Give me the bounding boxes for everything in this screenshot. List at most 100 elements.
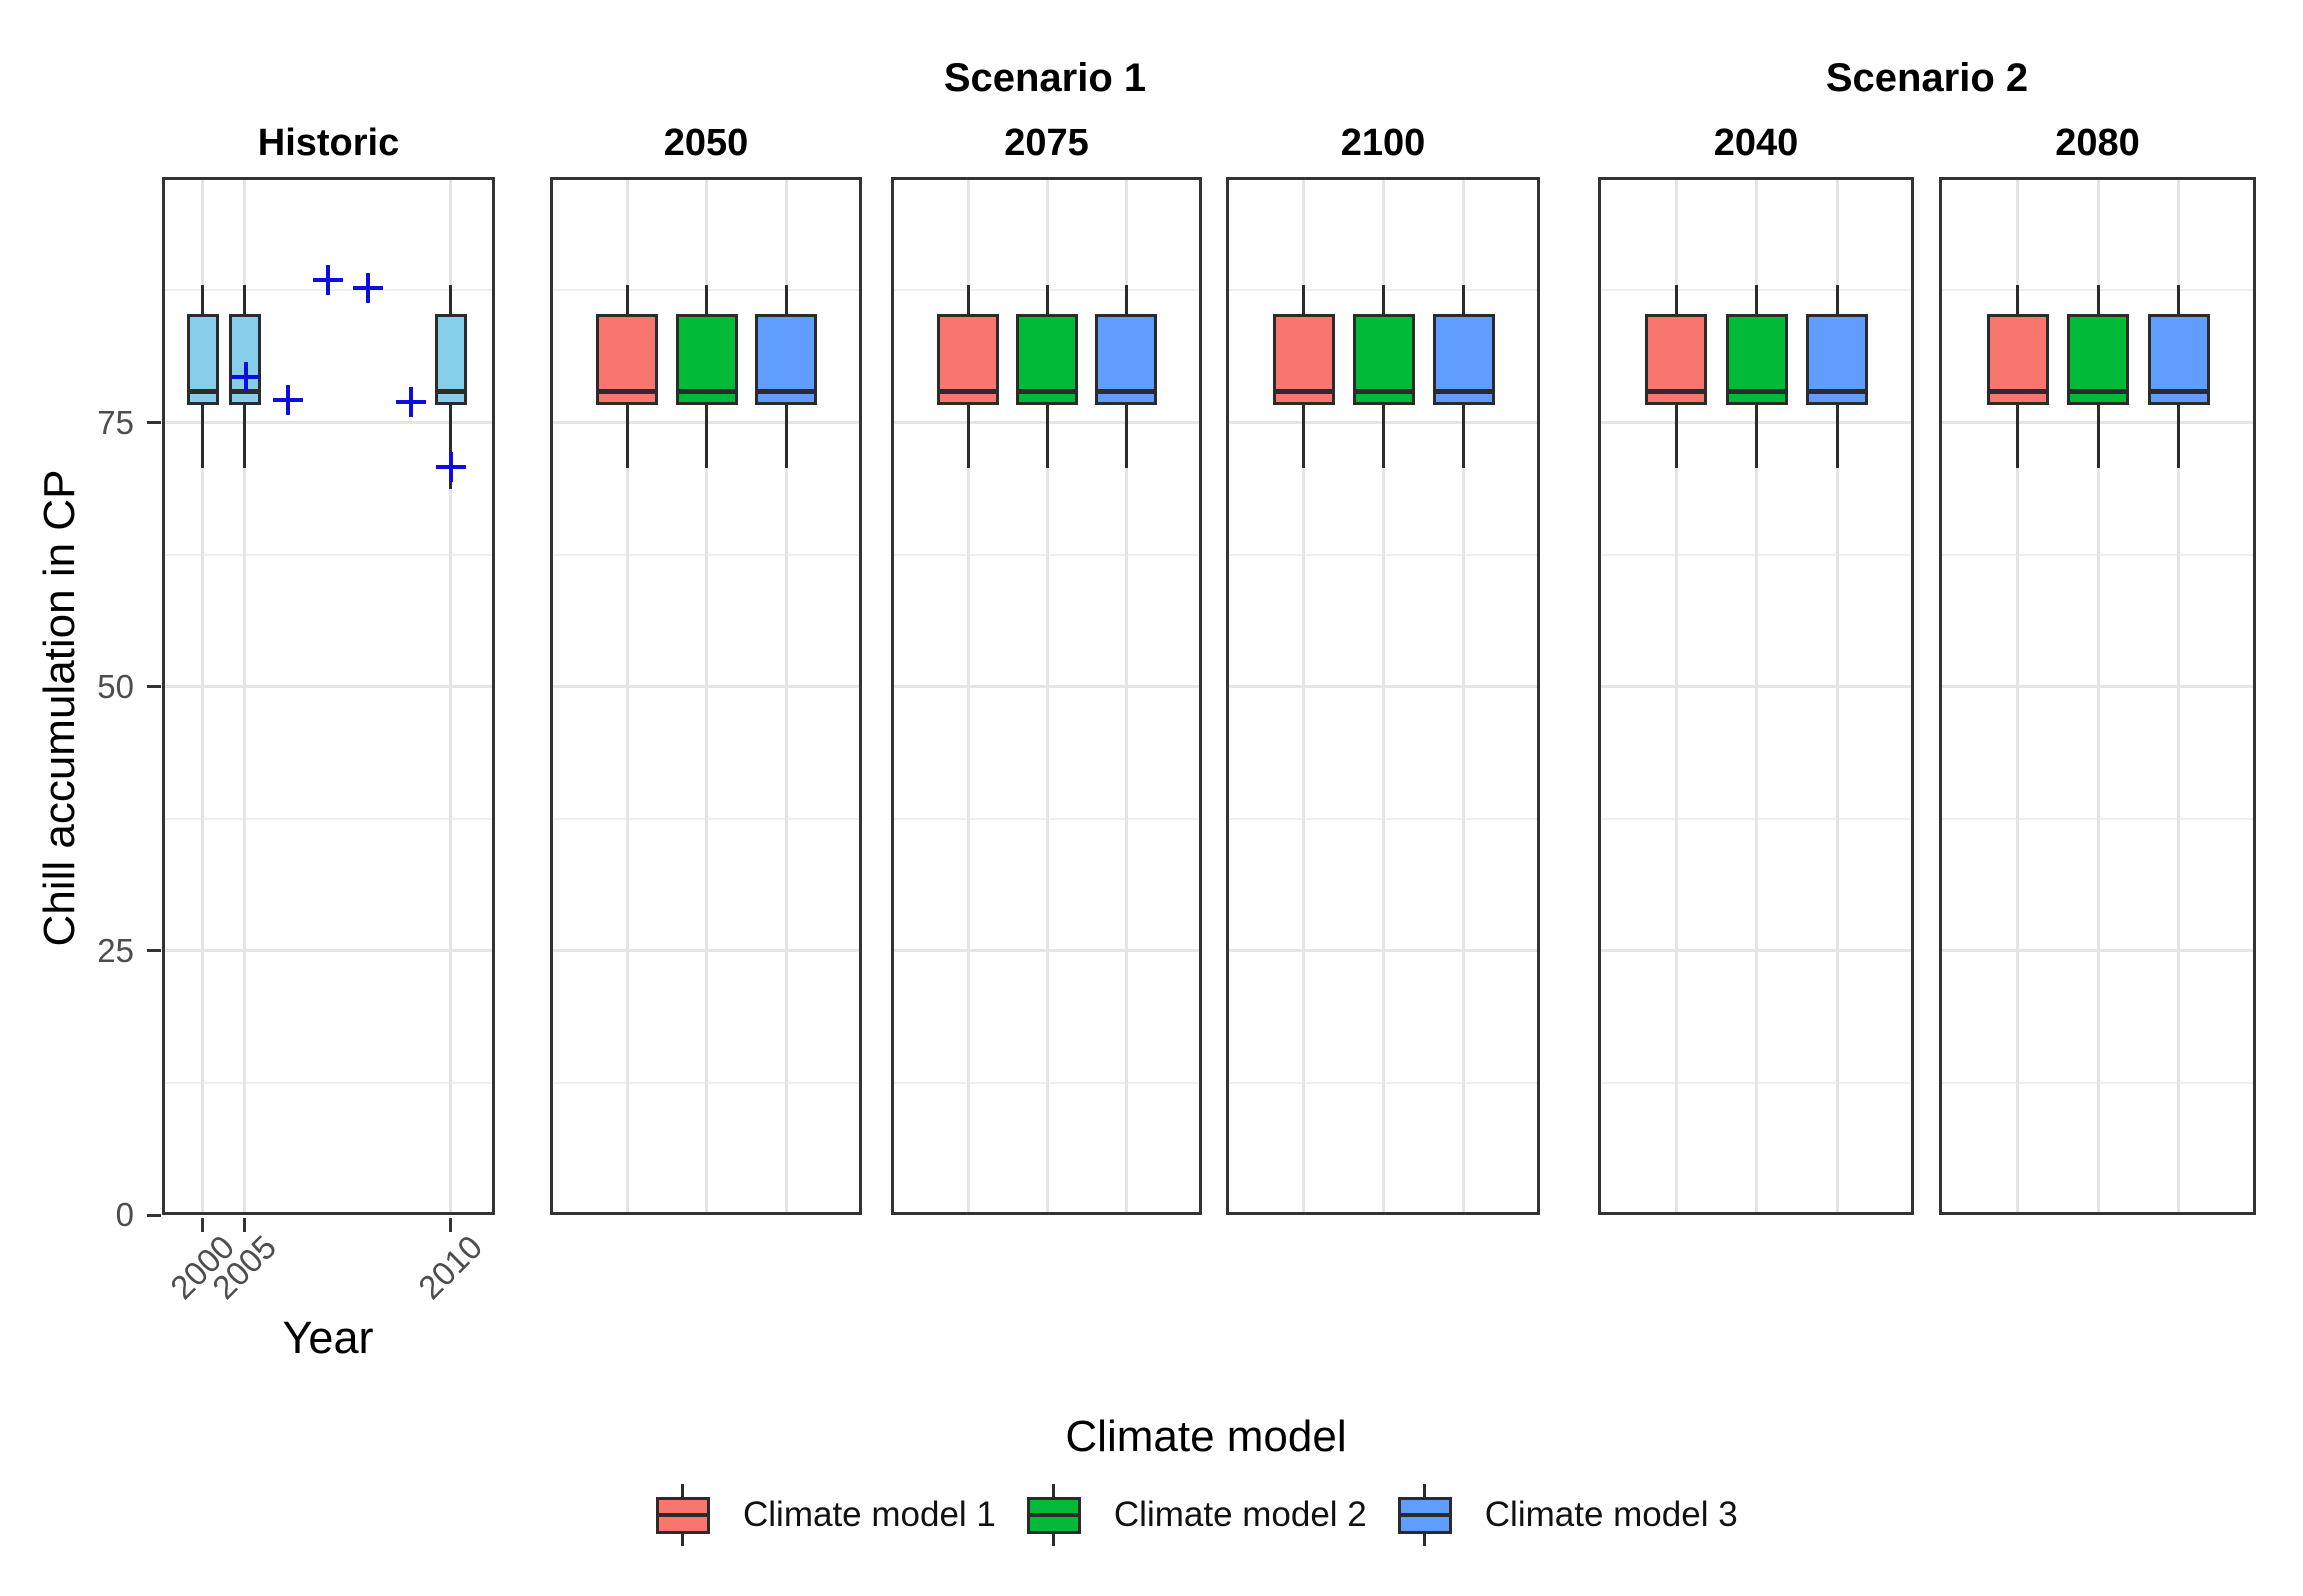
- median-line: [1648, 389, 1705, 395]
- vertical-gridline: [449, 180, 453, 1212]
- median-line: [437, 389, 464, 395]
- vertical-gridline: [1674, 180, 1678, 1212]
- legend-entry-label: Climate model 2: [1113, 1495, 1367, 1534]
- median-line: [1728, 389, 1785, 395]
- y-tick-mark-75: [147, 421, 161, 425]
- y-tick-mark-25: [147, 949, 161, 953]
- boxplot-2075-climate-model-1: [937, 313, 1000, 406]
- major-gridline-50: [165, 685, 492, 689]
- boxplot-2080-climate-model-2: [2067, 313, 2130, 406]
- facet-panel-2040: [1598, 177, 1914, 1215]
- facet-label-2050: 2050: [663, 122, 749, 164]
- vertical-gridline: [1835, 180, 1839, 1212]
- boxplot-2100-climate-model-3: [1432, 313, 1495, 406]
- boxplot-2080-climate-model-1: [1986, 313, 2049, 406]
- y-tick-label-50: 50: [97, 667, 134, 705]
- facet-panel-historic: [162, 177, 495, 1215]
- minor-gridline-37.5: [165, 817, 492, 820]
- legend-entry-climate-model-2: Climate model 2: [1026, 1484, 1367, 1546]
- observed-point: [231, 362, 262, 393]
- facet-panel-2100: [1226, 177, 1540, 1215]
- median-line: [1275, 389, 1332, 395]
- boxplot-2100-climate-model-2: [1352, 313, 1415, 406]
- y-tick-mark-50: [147, 685, 161, 689]
- median-line: [189, 389, 216, 395]
- legend-entries: Climate model 1 Climate model 2 Climate mo…: [656, 1483, 1738, 1547]
- boxplot-2040-climate-model-3: [1806, 313, 1869, 406]
- legend-entry-label: Climate model 1: [743, 1495, 996, 1534]
- y-tick-mark-0: [147, 1213, 161, 1217]
- observed-point: [395, 387, 426, 418]
- facet-panel-2080: [1939, 177, 2256, 1215]
- x-axis-title: Year: [282, 1312, 374, 1363]
- boxplot-2080-climate-model-3: [2147, 313, 2210, 406]
- y-tick-label-0: 0: [115, 1196, 134, 1233]
- major-gridline-25: [165, 949, 492, 953]
- legend-boxplot-key-icon: [1397, 1484, 1452, 1546]
- median-line: [1355, 389, 1412, 395]
- y-tick-label-75: 75: [97, 403, 134, 441]
- facet-panel-2050: [550, 177, 862, 1215]
- median-line: [2070, 389, 2127, 395]
- boxplot-2040-climate-model-1: [1645, 313, 1708, 406]
- y-tick-label-25: 25: [97, 931, 134, 969]
- vertical-gridline: [1302, 180, 1306, 1212]
- minor-gridline-12.5: [165, 1081, 492, 1084]
- x-tick-label-2010: 2010: [410, 1228, 489, 1307]
- facet-label-historic: Historic: [257, 122, 400, 164]
- x-tick-mark-2010: [449, 1218, 453, 1232]
- scenario-2-group-label: Scenario 2: [1825, 56, 2029, 100]
- median-line: [1019, 389, 1076, 395]
- observed-point: [435, 451, 466, 482]
- boxplot-historic-2000: [186, 313, 219, 406]
- vertical-gridline: [2177, 180, 2181, 1212]
- boxplot-2050-climate-model-1: [596, 313, 659, 406]
- minor-gridline-62.5: [165, 553, 492, 556]
- vertical-gridline: [2016, 180, 2020, 1212]
- boxplot-2050-climate-model-2: [675, 313, 738, 406]
- vertical-gridline: [2096, 180, 2100, 1212]
- median-line: [1098, 389, 1155, 395]
- vertical-gridline: [1124, 180, 1128, 1212]
- median-line: [758, 389, 815, 395]
- vertical-gridline: [705, 180, 709, 1212]
- observed-point: [312, 264, 343, 295]
- x-tick-mark-2000: [201, 1218, 205, 1232]
- vertical-gridline: [625, 180, 629, 1212]
- median-line: [2150, 389, 2207, 395]
- legend-entry-climate-model-3: Climate model 3: [1397, 1484, 1738, 1546]
- legend-entry-label: Climate model 3: [1484, 1495, 1738, 1534]
- vertical-gridline: [201, 180, 205, 1212]
- facet-panel-2075: [891, 177, 1202, 1215]
- legend-boxplot-key-icon: [1026, 1484, 1081, 1546]
- vertical-gridline: [966, 180, 970, 1212]
- boxplot-historic-2010: [434, 313, 467, 406]
- x-tick-mark-2005: [243, 1218, 247, 1232]
- y-axis-title: Chill accumulation in CP: [35, 469, 84, 947]
- vertical-gridline: [1382, 180, 1386, 1212]
- median-line: [1989, 389, 2046, 395]
- median-line: [599, 389, 656, 395]
- vertical-gridline: [243, 180, 247, 1212]
- boxplot-2100-climate-model-1: [1272, 313, 1335, 406]
- vertical-gridline: [784, 180, 788, 1212]
- observed-point: [272, 385, 303, 416]
- facet-label-2080: 2080: [2055, 122, 2140, 164]
- legend-entry-climate-model-1: Climate model 1: [656, 1484, 996, 1546]
- vertical-gridline: [1462, 180, 1466, 1212]
- median-line: [1809, 389, 1866, 395]
- vertical-gridline: [1755, 180, 1759, 1212]
- vertical-gridline: [1045, 180, 1049, 1212]
- boxplot-2075-climate-model-3: [1095, 313, 1158, 406]
- median-line: [678, 389, 735, 395]
- legend-title: Climate model: [1065, 1412, 1347, 1461]
- median-line: [1435, 389, 1492, 395]
- observed-point: [353, 273, 384, 304]
- major-gridline-75: [165, 421, 492, 425]
- median-line: [940, 389, 997, 395]
- boxplot-2040-climate-model-2: [1725, 313, 1788, 406]
- legend-boxplot-key-icon: [656, 1484, 710, 1546]
- facet-label-2100: 2100: [1340, 122, 1426, 164]
- facet-label-2040: 2040: [1713, 122, 1799, 164]
